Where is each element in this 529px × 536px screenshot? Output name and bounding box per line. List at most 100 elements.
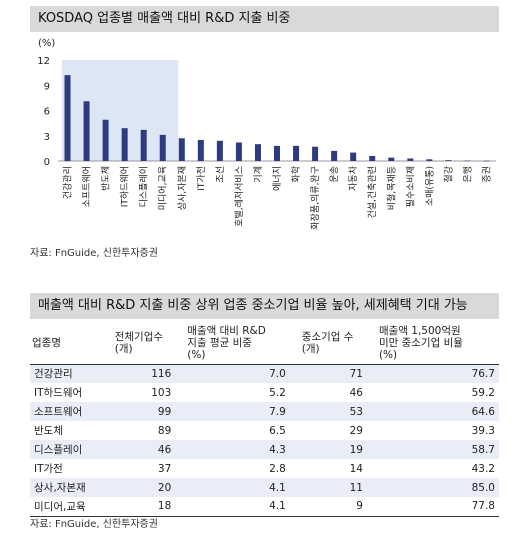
value-cell: 18 — [112, 497, 186, 517]
x-tick-label: 화장품,의류,완구 — [310, 166, 321, 230]
value-cell: 7.0 — [185, 364, 300, 383]
x-tick-label: 증권 — [480, 166, 492, 183]
x-tick-label: 비철,목재등 — [386, 166, 397, 210]
industry-cell: IT가전 — [34, 463, 63, 475]
bar-chart: (%) 0 3 6 9 12 건강관리 소프트웨어 반도체 IT하드웨어 디스플레이 미디어,교육 상사… — [37, 38, 496, 230]
x-tick-label: 에너지 — [272, 166, 283, 191]
x-tick-label: 기계 — [252, 166, 264, 183]
y-tick-label: 9 — [44, 81, 50, 92]
table-source: 자료: FnGuide, 신한투자증권 — [30, 519, 158, 530]
header-line: (%) — [378, 348, 398, 361]
x-tick-label: IT하드웨어 — [119, 166, 131, 207]
value-cell: 46 — [349, 386, 363, 399]
value-cell: 37 — [157, 462, 172, 475]
header-line: 중소기업 수 — [301, 330, 354, 343]
y-tick-label: 0 — [44, 157, 50, 168]
bar — [483, 160, 490, 162]
value-cell: 4.1 — [185, 497, 300, 517]
industry-cell: 상사,자본재 — [30, 478, 113, 497]
value-cell: 4.1 — [185, 478, 300, 497]
x-tick-label: 철강 — [443, 166, 454, 183]
value-cell: 39.3 — [471, 424, 495, 437]
table-row: IT하드웨어 103 5.2 46 59.2 — [30, 383, 499, 402]
bar — [197, 139, 204, 161]
x-tick-label: 소매(유통) — [424, 166, 435, 206]
value-cell: 58.7 — [376, 440, 499, 459]
value-cell: 43.2 — [471, 462, 495, 475]
table-body: 건강관리 116 7.0 71 76.7 IT하드웨어 103 5.2 46 59.2 소프트웨어 9… — [30, 364, 499, 517]
table-header-cell: 중소기업 수 (개) — [299, 322, 377, 365]
table-title: 매출액 대비 R&D 지출 비중 상위 업종 중소기업 비율 높아, 세제혜택 … — [30, 293, 499, 319]
x-tick-label: 조선 — [215, 166, 226, 183]
x-tick-label: 상사,자본재 — [177, 166, 188, 210]
value-cell: 77.8 — [376, 497, 499, 517]
bar — [445, 160, 452, 161]
table-row: 건강관리 116 7.0 71 76.7 — [30, 364, 499, 383]
bar — [178, 138, 185, 161]
bar — [159, 134, 166, 161]
y-tick-label: 3 — [44, 132, 50, 143]
value-cell: 19 — [299, 440, 377, 459]
bar — [464, 160, 471, 162]
x-tick-label: 화학 — [291, 166, 302, 183]
bar — [388, 157, 395, 161]
table-header-cell: 매출액 1,500억원 미만 중소기업 비율 (%) — [376, 322, 499, 365]
table-header-row: 업종명 전체기업수 (개) 매출액 대비 R&D 지출 평균 비중 (%) 중소기업 수 (개… — [30, 322, 499, 365]
value-cell: 7.9 — [185, 402, 300, 421]
value-cell: 6.5 — [269, 424, 286, 437]
x-tick-label: 건설,건축관련 — [367, 166, 378, 219]
bar — [426, 159, 433, 161]
x-tick-label: 반도체 — [101, 166, 112, 191]
bar — [216, 140, 223, 161]
bar — [293, 145, 300, 161]
value-cell: 116 — [112, 364, 186, 383]
y-tick-label: 12 — [37, 56, 50, 67]
bar — [254, 144, 261, 161]
bar — [407, 158, 414, 161]
highlight-band — [62, 60, 179, 161]
industry-cell: 디스플레이 — [30, 440, 113, 459]
table-row: 디스플레이 46 4.3 19 58.7 — [30, 440, 499, 459]
table-header-cell: 전체기업수 (개) — [112, 322, 186, 365]
header-line: 지출 평균 비중 — [187, 336, 252, 349]
chart-source: 자료: FnGuide, 신한투자증권 — [30, 248, 158, 259]
x-tick-label: 건강관리 — [63, 166, 74, 199]
y-axis-unit: (%) — [38, 38, 55, 49]
table-row: 소프트웨어 99 7.9 53 64.6 — [30, 402, 499, 421]
table-header-cell: 업종명 — [30, 322, 113, 365]
table-header-cell: 매출액 대비 R&D 지출 평균 비중 (%) — [185, 322, 300, 365]
value-cell: 2.8 — [269, 462, 286, 475]
x-tick-label: 필수소비재 — [404, 166, 416, 207]
sme-table: 업종명 전체기업수 (개) 매출액 대비 R&D 지출 평균 비중 (%) 중소기업 수 (개… — [30, 322, 499, 517]
industry-cell: 건강관리 — [30, 364, 113, 383]
value-cell: 71 — [299, 364, 377, 383]
x-tick-label: 자동차 — [347, 165, 359, 191]
value-cell: 9 — [299, 497, 377, 517]
bar — [140, 129, 147, 161]
header-line: 매출액 1,500억원 — [378, 324, 461, 337]
x-tick-label: 미디어,교육 — [158, 166, 169, 210]
bar — [64, 75, 71, 161]
bar — [235, 142, 242, 161]
value-cell: 103 — [151, 386, 172, 399]
header-line: 전체기업수 — [114, 330, 164, 343]
chart-title: KOSDAQ 업종별 매출액 대비 R&D 지출 비중 — [30, 6, 499, 32]
header-line: 매출액 대비 R&D — [187, 324, 266, 337]
bar — [274, 145, 280, 161]
bar — [331, 150, 338, 161]
x-tick-label: 디스플레이 — [139, 166, 150, 207]
bar — [102, 119, 109, 161]
bar — [121, 128, 128, 161]
value-cell: 5.2 — [269, 386, 286, 399]
value-cell: 46 — [112, 440, 186, 459]
industry-cell: 반도체 — [34, 425, 63, 437]
value-cell: 76.7 — [376, 364, 499, 383]
header-line: 업종명 — [32, 336, 61, 349]
bar — [350, 152, 357, 161]
table-row: IT가전 37 2.8 14 43.2 — [30, 459, 499, 478]
value-cell: 85.0 — [376, 478, 499, 497]
table-row: 미디어,교육 18 4.1 9 77.8 — [30, 497, 499, 517]
value-cell: 89 — [157, 424, 172, 437]
header-line: 미만 중소기업 비율 — [378, 336, 463, 349]
header-line: (개) — [114, 342, 133, 355]
